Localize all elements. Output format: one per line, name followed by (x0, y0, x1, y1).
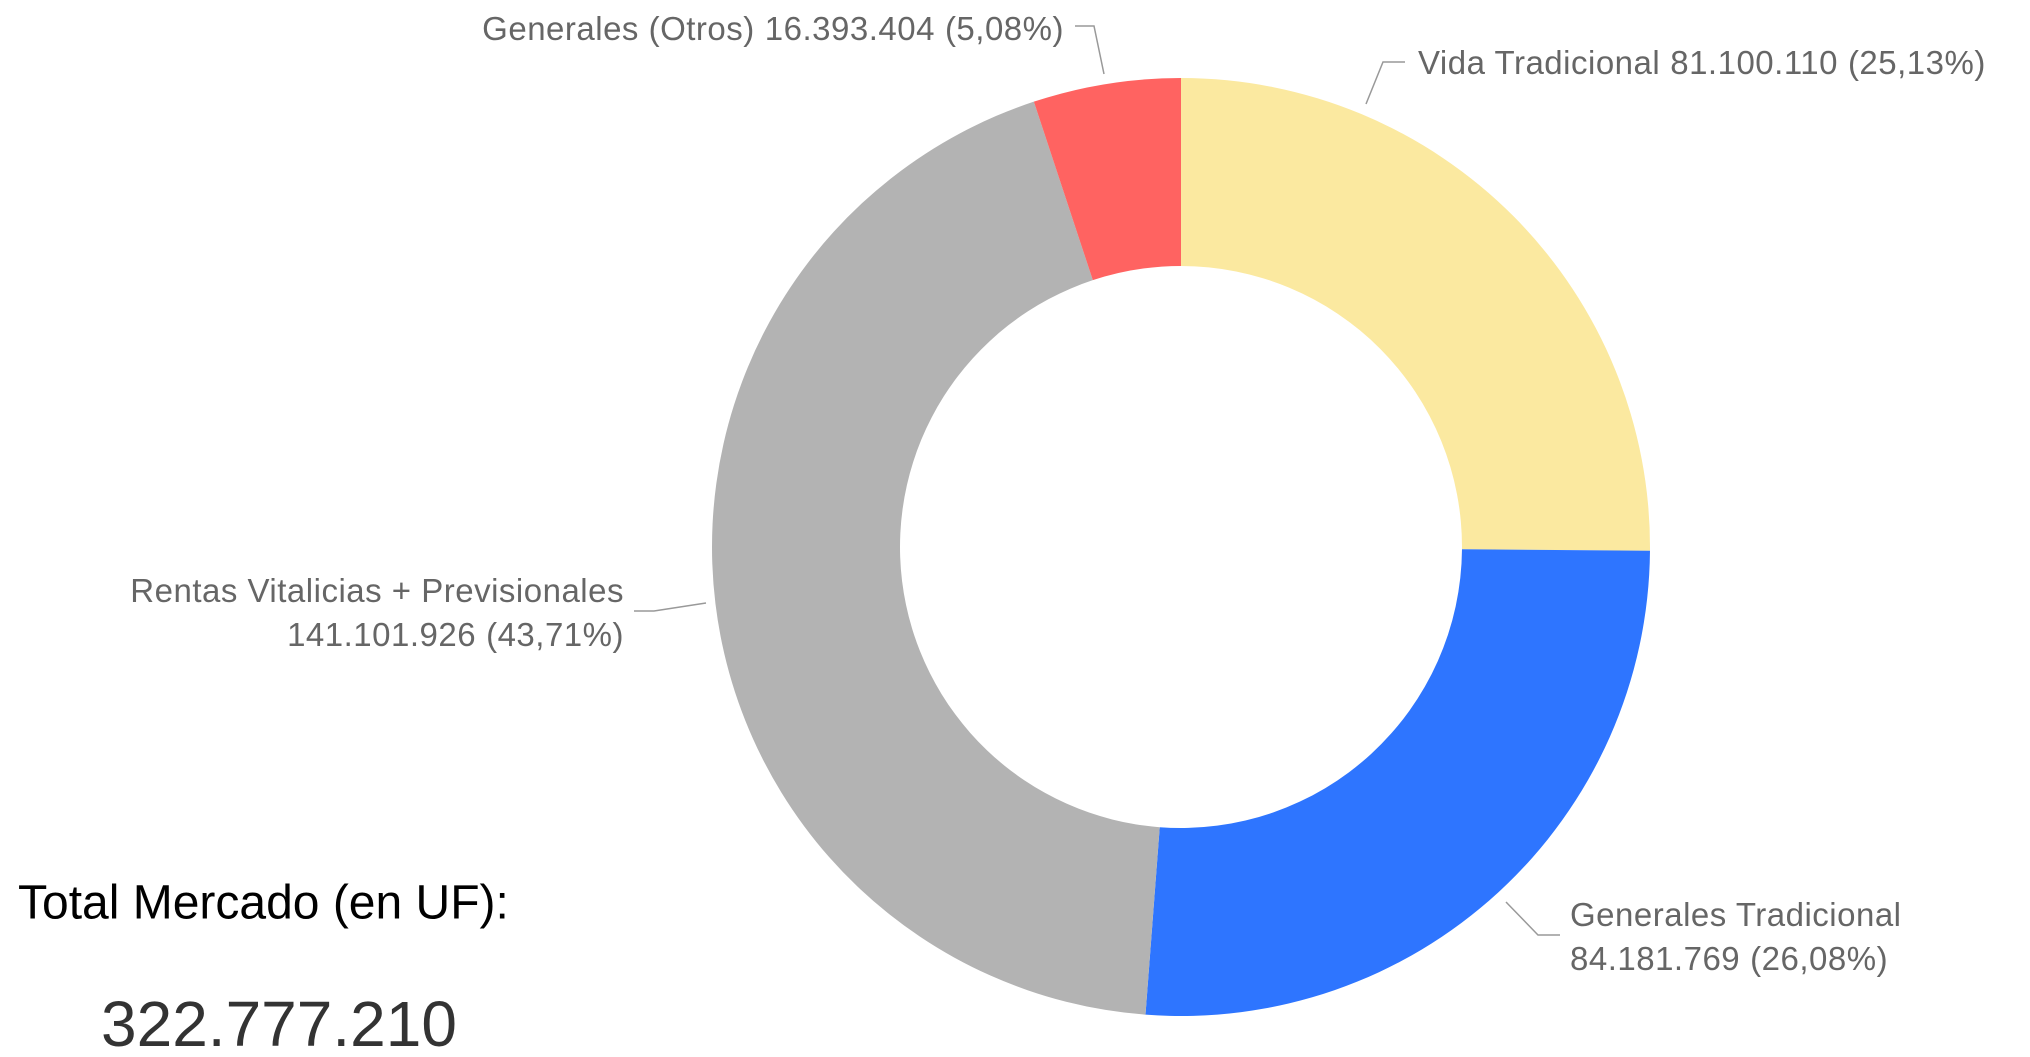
slice-label: Vida Tradicional 81.100.110 (25,13%) (1418, 44, 1986, 81)
value-label: 141.101.926 (287, 616, 476, 653)
slice (1145, 549, 1650, 1016)
percent-label: (25,13%) (1848, 44, 1986, 81)
leader-line (1365, 61, 1405, 105)
leader-line (1505, 901, 1560, 936)
slice-label: Rentas Vitalicias + Previsionales (130, 572, 624, 609)
leader-line (634, 602, 707, 612)
percent-label: (43,71%) (486, 616, 624, 653)
percent-label: (26,08%) (1750, 940, 1888, 977)
value-label: 84.181.769 (1570, 940, 1740, 977)
category-label: Vida Tradicional (1418, 44, 1660, 81)
slice-label: 84.181.769 (26,08%) (1570, 940, 1888, 977)
total-title: Total Mercado (en UF): (18, 877, 509, 930)
category-label: Generales Tradicional (1570, 896, 1902, 933)
value-label: 81.100.110 (1670, 44, 1838, 81)
value-label: 16.393.404 (765, 10, 935, 47)
slice-label: Generales (Otros) 16.393.404 (5,08%) (482, 10, 1064, 47)
slice-label: Generales Tradicional (1570, 896, 1902, 933)
total-value: 322.777.210 (101, 988, 457, 1057)
percent-label: (5,08%) (945, 10, 1064, 47)
leader-line (1075, 25, 1105, 75)
slice (711, 101, 1160, 1015)
slice (1181, 78, 1650, 551)
slice-label: 141.101.926 (43,71%) (287, 616, 624, 653)
category-label: Rentas Vitalicias + Previsionales (130, 572, 624, 609)
slice (1033, 78, 1181, 281)
category-label: Generales (Otros) (482, 10, 755, 47)
